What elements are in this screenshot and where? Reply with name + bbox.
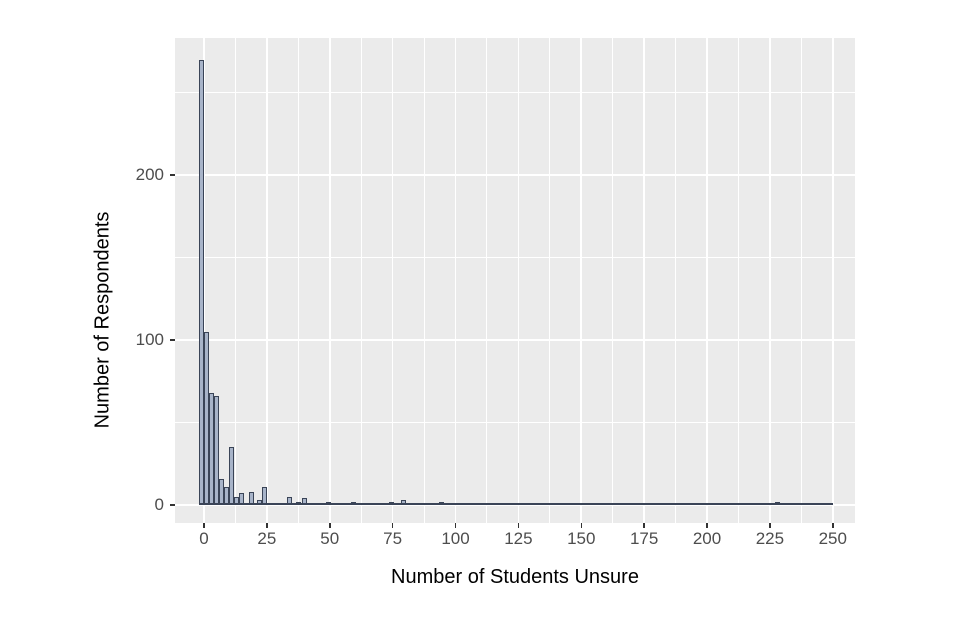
x-axis-tick-label: 225	[755, 529, 785, 548]
y-axis-tick-label: 0	[154, 495, 164, 514]
x-axis-tick-label: 175	[629, 529, 659, 548]
major-gridline-horizontal	[175, 504, 855, 506]
minor-gridline-vertical	[737, 38, 739, 523]
x-axis-tick-label: 200	[692, 529, 722, 548]
x-tick-mark	[454, 523, 457, 528]
minor-gridline-horizontal	[175, 422, 855, 423]
minor-gridline-vertical	[612, 38, 614, 523]
x-tick-mark	[706, 523, 708, 528]
major-gridline-vertical	[517, 38, 520, 523]
x-tick-mark	[266, 523, 268, 528]
minor-gridline-vertical	[800, 38, 802, 523]
y-axis-tick-label: 100	[135, 330, 164, 349]
minor-gridline-vertical	[486, 38, 488, 523]
major-gridline-vertical	[203, 38, 205, 523]
major-gridline-vertical	[769, 38, 771, 523]
minor-gridline-vertical	[234, 38, 236, 523]
major-gridline-vertical	[266, 38, 268, 523]
zero-baseline	[198, 503, 833, 505]
y-tick-mark	[170, 339, 175, 341]
y-axis-tick-label: 200	[135, 165, 164, 184]
major-gridline-vertical	[454, 38, 457, 523]
major-gridline-horizontal	[175, 174, 855, 176]
histogram-panel	[175, 38, 855, 523]
x-axis-tick-label: 250	[818, 529, 847, 548]
minor-gridline-horizontal	[175, 257, 855, 258]
minor-gridline-vertical	[549, 38, 551, 523]
x-tick-mark	[769, 523, 771, 528]
x-tick-mark	[832, 523, 834, 528]
minor-gridline-vertical	[423, 38, 425, 523]
y-tick-mark	[170, 504, 175, 506]
y-axis-title: Number of Respondents	[91, 211, 114, 428]
major-gridline-vertical	[580, 38, 583, 523]
major-gridline-horizontal	[175, 339, 855, 341]
x-tick-mark	[643, 523, 645, 528]
y-tick-mark	[170, 174, 175, 176]
x-axis-tick-label: 50	[320, 529, 340, 548]
major-gridline-vertical	[328, 38, 331, 523]
x-axis-tick-label: 100	[441, 529, 470, 548]
histogram-bar	[261, 486, 267, 505]
major-gridline-vertical	[706, 38, 708, 523]
minor-gridline-vertical	[360, 38, 362, 523]
x-axis-tick-label: 125	[504, 529, 533, 548]
minor-gridline-vertical	[675, 38, 676, 523]
x-axis-tick-label: 25	[257, 529, 277, 548]
x-axis-tick-label: 150	[567, 529, 596, 548]
x-tick-mark	[203, 523, 205, 528]
minor-gridline-vertical	[297, 38, 299, 523]
x-tick-mark	[580, 523, 582, 528]
x-tick-mark	[391, 523, 394, 528]
major-gridline-vertical	[643, 38, 645, 523]
minor-gridline-horizontal	[175, 92, 855, 93]
x-tick-mark	[329, 523, 331, 528]
x-axis-title: Number of Students Unsure	[391, 566, 639, 588]
x-tick-mark	[517, 523, 520, 528]
x-axis-tick-label: 75	[383, 529, 403, 548]
x-axis-tick-label: 0	[199, 529, 209, 548]
major-gridline-vertical	[831, 38, 834, 523]
major-gridline-vertical	[391, 38, 394, 523]
